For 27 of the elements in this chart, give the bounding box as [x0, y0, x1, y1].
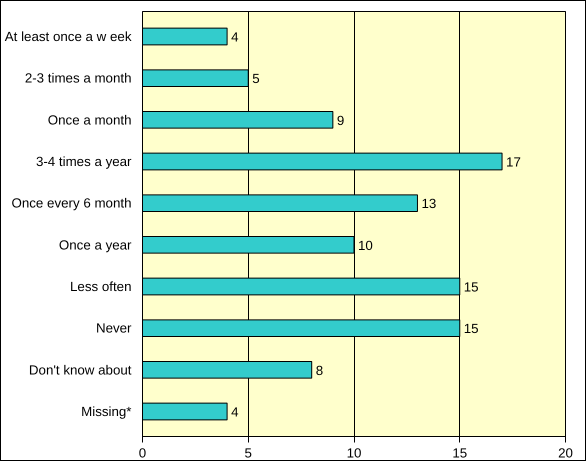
data-label: 13	[421, 196, 436, 212]
data-label: 4	[231, 404, 240, 420]
y-tick-label: 2-3 times a month	[24, 70, 132, 86]
y-tick-label: Never	[96, 320, 132, 336]
y-tick-label: Once a year	[58, 237, 132, 252]
x-tick-label: 20	[558, 446, 573, 460]
data-label: 9	[336, 112, 344, 128]
y-tick-label: Missing*	[81, 404, 132, 419]
y-tick-label: At least once a w eek	[4, 29, 132, 44]
data-label: 8	[316, 362, 324, 378]
y-tick-label: Less often	[70, 279, 132, 294]
x-tick-label: 5	[244, 446, 252, 460]
y-tick-label: Once a month	[48, 112, 132, 128]
bar	[142, 402, 228, 420]
y-tick-label: Once every 6 month	[11, 196, 132, 211]
data-label: 4	[231, 30, 240, 44]
x-tick-label: 10	[346, 446, 362, 460]
data-label: 10	[358, 238, 373, 253]
data-label: 15	[464, 321, 479, 336]
data-label: 15	[464, 280, 479, 294]
data-label: 17	[506, 154, 521, 170]
x-tick-label: 0	[138, 446, 146, 460]
x-tick-label: 15	[452, 446, 468, 460]
data-label: 5	[252, 71, 260, 86]
y-tick-label: 3-4 times a year	[36, 154, 132, 169]
bar	[142, 28, 228, 46]
y-tick-label: Don't know about	[28, 362, 132, 378]
